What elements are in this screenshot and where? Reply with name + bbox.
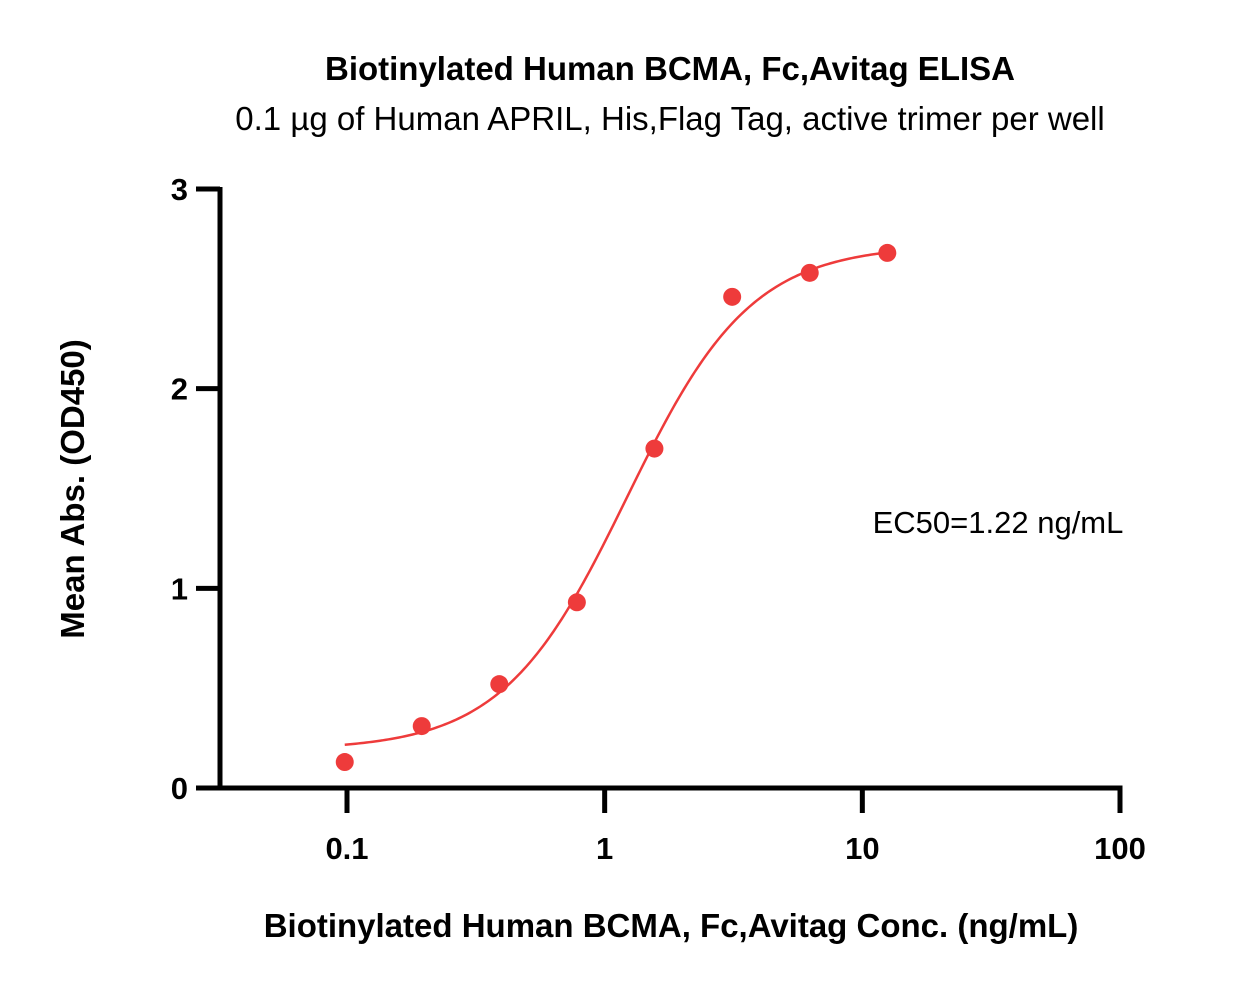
data-point <box>723 287 742 306</box>
data-point <box>490 675 509 694</box>
data-point <box>412 717 431 736</box>
axes: 0 1 2 3 0.1 1 10 100 <box>171 172 1146 866</box>
data-point <box>335 753 354 772</box>
x-tick-label: 10 <box>845 831 879 866</box>
y-axis-label: Mean Abs. (OD450) <box>54 339 91 639</box>
data-point <box>878 243 897 262</box>
fit-curve <box>344 251 888 746</box>
y-tick-label: 1 <box>171 571 188 606</box>
chart-title: Biotinylated Human BCMA, Fc,Avitag ELISA <box>325 50 1015 87</box>
ec50-annotation: EC50=1.22 ng/mL <box>873 505 1124 540</box>
x-tick-label: 1 <box>596 831 613 866</box>
y-tick-label: 0 <box>171 771 188 806</box>
data-point <box>567 593 586 612</box>
x-tick-label: 100 <box>1094 831 1146 866</box>
x-axis-label: Biotinylated Human BCMA, Fc,Avitag Conc.… <box>264 907 1079 944</box>
data-point <box>800 263 819 282</box>
data-points-layer <box>335 243 897 772</box>
y-tick-label: 3 <box>171 172 188 207</box>
data-point <box>645 439 664 458</box>
fit-curve-layer <box>344 251 888 746</box>
y-tick-label: 2 <box>171 372 188 407</box>
x-tick-label: 0.1 <box>325 831 368 866</box>
chart-subtitle: 0.1 µg of Human APRIL, His,Flag Tag, act… <box>235 100 1104 137</box>
